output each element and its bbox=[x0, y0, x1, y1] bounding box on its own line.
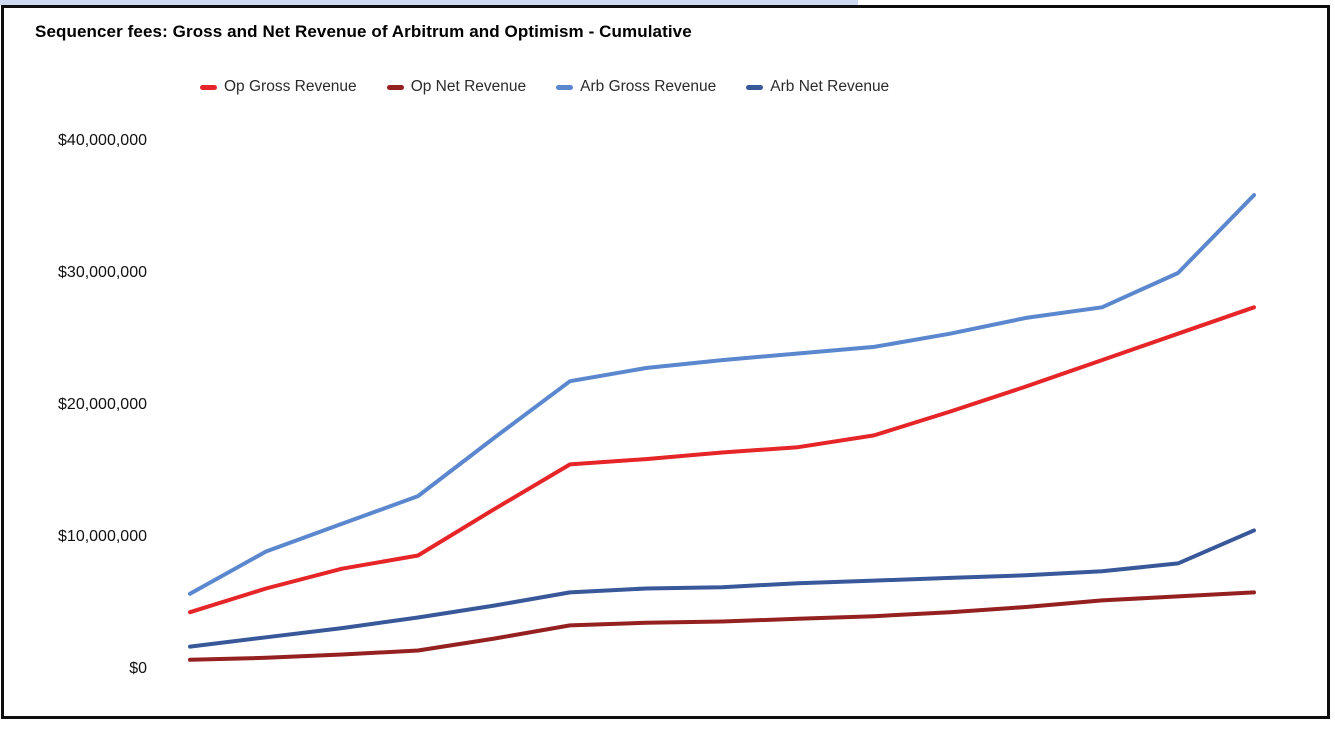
legend-swatch-op-net bbox=[386, 84, 404, 90]
series-line-3 bbox=[188, 528, 1256, 649]
y-axis-tick-label: $10,000,000 bbox=[58, 528, 147, 545]
legend-label: Op Net Revenue bbox=[410, 78, 527, 95]
chart-legend: Op Gross Revenue Op Net Revenue Arb Gros… bbox=[200, 78, 889, 96]
legend-label: Arb Net Revenue bbox=[770, 78, 890, 95]
y-axis-tick-label: $0 bbox=[129, 660, 147, 677]
y-axis-tick-label: $20,000,000 bbox=[58, 396, 147, 413]
y-axis-tick-label: $30,000,000 bbox=[58, 264, 147, 281]
series-line-1 bbox=[188, 590, 1256, 662]
y-axis-tick-label: $40,000,000 bbox=[58, 132, 147, 149]
partial-selected-row-strip bbox=[0, 0, 858, 5]
series-line-0 bbox=[188, 305, 1256, 615]
chart-plot-area bbox=[188, 193, 1256, 662]
legend-item-arb-net: Arb Net Revenue bbox=[746, 78, 889, 96]
legend-item-op-net: Op Net Revenue bbox=[386, 78, 527, 96]
chart-container[interactable]: Sequencer fees: Gross and Net Revenue of… bbox=[1, 5, 1330, 719]
legend-swatch-arb-gross bbox=[556, 84, 574, 90]
legend-item-arb-gross: Arb Gross Revenue bbox=[556, 78, 716, 96]
legend-swatch-arb-net bbox=[746, 84, 764, 90]
series-line-2 bbox=[188, 193, 1256, 596]
legend-item-op-gross: Op Gross Revenue bbox=[200, 78, 357, 96]
chart-title: Sequencer fees: Gross and Net Revenue of… bbox=[35, 22, 692, 41]
legend-label: Arb Gross Revenue bbox=[580, 78, 717, 95]
legend-swatch-op-gross bbox=[200, 84, 217, 90]
legend-label: Op Gross Revenue bbox=[224, 78, 357, 95]
